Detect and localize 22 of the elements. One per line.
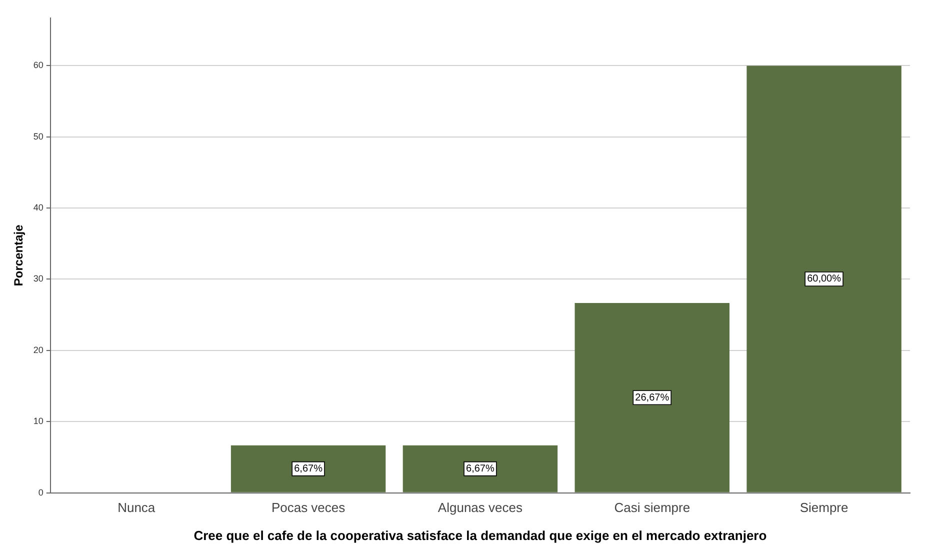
data-label: 6,67% xyxy=(466,464,494,475)
y-tick-label: 10 xyxy=(33,416,44,426)
bar xyxy=(402,445,558,492)
y-tick-label: 40 xyxy=(33,202,44,213)
x-tick-label: Pocas veces xyxy=(271,500,346,516)
x-tick-label: Algunas veces xyxy=(438,500,523,516)
bar xyxy=(574,302,730,492)
bar xyxy=(230,445,386,492)
y-tick-label: 60 xyxy=(33,60,44,70)
bar xyxy=(746,66,902,492)
data-label: 60,00% xyxy=(807,274,842,285)
y-tick-label: 50 xyxy=(33,131,44,142)
y-tick-label: 0 xyxy=(38,487,44,498)
x-tick-label: Siempre xyxy=(800,500,848,516)
x-tick-label: Nunca xyxy=(118,500,156,516)
x-tick-label: Casi siempre xyxy=(614,500,690,516)
y-tick-label: 30 xyxy=(33,274,44,284)
y-tick-label: 20 xyxy=(33,344,44,355)
x-axis-title: Cree que el cafe de la cooperativa satisface la demandad que exige en el mercado extranjero xyxy=(194,528,767,543)
data-label: 6,67% xyxy=(294,464,323,475)
y-axis-title: Porcentaje xyxy=(12,224,26,286)
data-label: 26,67% xyxy=(635,392,670,404)
